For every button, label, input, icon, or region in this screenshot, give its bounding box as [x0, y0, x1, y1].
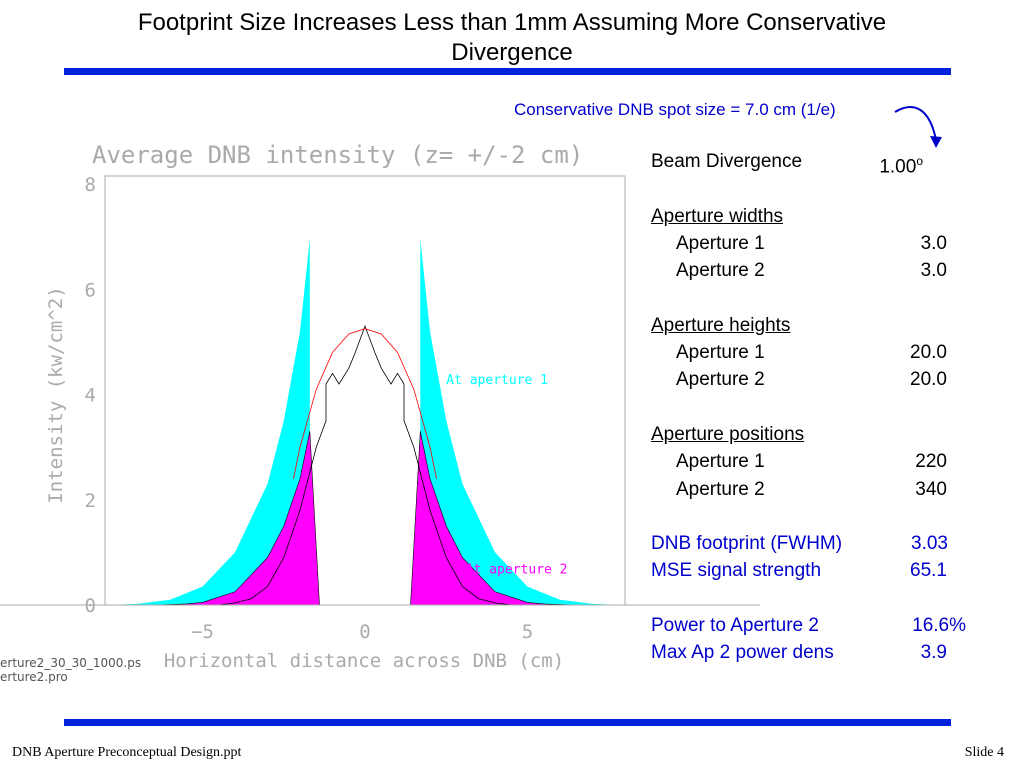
- x-tick-label: 5: [522, 621, 533, 643]
- spacer: [651, 394, 951, 421]
- ap1-value: 220: [915, 451, 947, 473]
- ap1-row: Aperture 1 220: [651, 448, 947, 475]
- power-label: Power to Aperture 2: [651, 615, 819, 637]
- slide-title: Footprint Size Increases Less than 1mm A…: [40, 8, 984, 68]
- ah2-row: Aperture 2 20.0: [651, 366, 947, 393]
- file-line-1: erture2_30_30_1000.ps: [0, 656, 142, 670]
- ah2-label: Aperture 2: [676, 369, 765, 391]
- beam-divergence-number: 1.00: [879, 156, 917, 178]
- aw1-row: Aperture 1 3.0: [651, 230, 947, 257]
- footprint-label: DNB footprint (FWHM): [651, 533, 843, 555]
- footer-filename: DNB Aperture Preconceptual Design.ppt: [12, 745, 242, 760]
- spacer: [651, 175, 951, 202]
- aperture-positions-row: Aperture positions: [651, 421, 951, 448]
- aw2-value: 3.0: [920, 260, 947, 282]
- aw1-value: 3.0: [920, 232, 947, 254]
- annotation-0: At aperture 1: [446, 373, 548, 388]
- ap1-label: Aperture 1: [676, 451, 765, 473]
- maxpd-label: Max Ap 2 power dens: [651, 642, 834, 664]
- top-rule: [64, 68, 951, 75]
- ah2-value: 20.0: [910, 369, 947, 391]
- spacer: [651, 284, 951, 311]
- mse-label: MSE signal strength: [651, 560, 822, 582]
- spacer: [651, 585, 951, 612]
- footprint-value: 3.03: [911, 533, 948, 555]
- maxpd-row: Max Ap 2 power dens 3.9: [651, 639, 947, 666]
- aperture-positions-header: Aperture positions: [651, 423, 805, 445]
- aw1-label: Aperture 1: [676, 232, 765, 254]
- mse-value: 65.1: [910, 560, 947, 582]
- ap2-label: Aperture 2: [676, 478, 765, 500]
- chart-series-group: [105, 239, 625, 606]
- slide-title-line1: Footprint Size Increases Less than 1mm A…: [137, 9, 887, 36]
- aw2-row: Aperture 2 3.0: [651, 257, 947, 284]
- power-value: 16.6%: [912, 615, 966, 637]
- chart-xlabel: Horizontal distance across DNB (cm): [164, 650, 564, 672]
- chart-ylabel: Intensity (kw/cm^2): [45, 286, 67, 503]
- maxpd-value: 3.9: [920, 642, 947, 664]
- bottom-rule: [64, 719, 951, 726]
- slide-number: Slide 4: [964, 745, 1004, 760]
- beam-divergence-row: Beam Divergence 1.00o: [651, 148, 923, 177]
- beam-divergence-label: Beam Divergence: [651, 151, 803, 172]
- x-tick-label: 0: [359, 621, 370, 643]
- slide-title-line2: Divergence: [451, 39, 573, 66]
- aperture-heights-header: Aperture heights: [651, 314, 791, 336]
- y-tick-label: 4: [85, 385, 96, 407]
- spacer: [651, 503, 951, 530]
- ap2-value: 340: [915, 478, 947, 500]
- y-tick-label: 6: [85, 279, 96, 301]
- aperture-widths-row: Aperture widths: [651, 203, 951, 230]
- degree-unit: o: [916, 154, 923, 168]
- power-row: Power to Aperture 2 16.6%: [651, 612, 966, 639]
- ah1-row: Aperture 1 20.0: [651, 339, 947, 366]
- annotation-1: At aperture 2: [466, 562, 568, 577]
- y-tick-label: 0: [85, 595, 96, 617]
- y-tick-label: 8: [85, 174, 96, 196]
- series-2: [218, 324, 512, 606]
- ah1-value: 20.0: [910, 342, 947, 364]
- chart-title: Average DNB intensity (z= +/-2 cm): [92, 141, 583, 169]
- ap2-row: Aperture 2 340: [651, 476, 947, 503]
- mse-row: MSE signal strength 65.1: [651, 557, 947, 584]
- series-3: [293, 328, 437, 479]
- plot-frame: [104, 175, 626, 606]
- aperture-widths-header: Aperture widths: [651, 205, 784, 227]
- files-note: erture2_30_30_1000.ps erture2.pro: [0, 656, 141, 684]
- callout-text: Conservative DNB spot size = 7.0 cm (1/e…: [514, 100, 836, 119]
- series-0: [105, 239, 625, 606]
- beam-divergence-value: 1.00o: [879, 148, 923, 181]
- footprint-row: DNB footprint (FWHM) 3.03: [651, 530, 948, 557]
- x-tick-label: −5: [191, 621, 214, 643]
- file-line-2: erture2.pro: [0, 670, 68, 684]
- chart-ticks-group: −5 0 5 0 2 4 6 8 At aperture 1 At aperture 2: [85, 174, 568, 643]
- aw2-label: Aperture 2: [676, 260, 765, 282]
- y-tick-label: 2: [85, 490, 96, 512]
- ah1-label: Aperture 1: [676, 342, 765, 364]
- aperture-heights-row: Aperture heights: [651, 312, 951, 339]
- parameter-list: Beam Divergence 1.00o Aperture widths Ap…: [651, 148, 966, 667]
